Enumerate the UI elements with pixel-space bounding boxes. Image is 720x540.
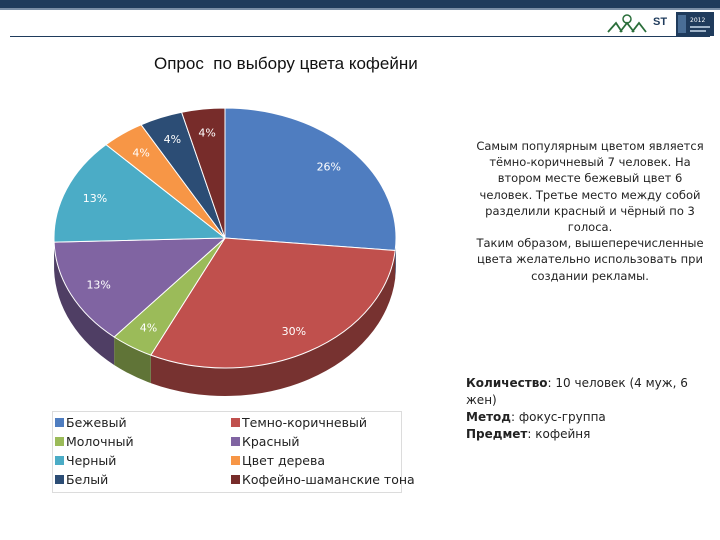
chart-legend: Бежевый Темно-коричневый Молочный Красны…	[52, 411, 415, 493]
info-value: : фокус-группа	[510, 410, 606, 424]
top-bar-accent	[0, 8, 720, 10]
page-title: Опрос по выбору цвета кофейни	[154, 54, 418, 73]
pie-slice-side	[114, 336, 151, 384]
partner-logo: 2012	[676, 12, 714, 36]
legend-item: Бежевый	[55, 414, 127, 432]
pie-slice-label: 4%	[198, 126, 215, 139]
pie-slice-side	[150, 250, 396, 396]
legend-item: Белый	[55, 471, 108, 489]
pie-slice-label: 4%	[164, 133, 181, 146]
legend-item: Красный	[231, 433, 300, 451]
legend-label: Цвет дерева	[242, 453, 326, 468]
legend-swatch	[55, 437, 64, 446]
brand-logo-icon	[607, 14, 647, 33]
description-paragraph-2: Таким образом, вышеперечисленные цвета ж…	[476, 236, 704, 283]
legend-label: Темно-коричневый	[242, 415, 367, 430]
info-key: Предмет	[466, 427, 528, 441]
description-text: Самым популярным цветом является тёмно-к…	[474, 138, 706, 284]
legend-label: Бежевый	[66, 415, 127, 430]
legend-swatch	[55, 418, 64, 427]
top-bar	[0, 0, 720, 8]
legend-label: Молочный	[66, 434, 134, 449]
legend-swatch	[231, 475, 240, 484]
pie-slice-label: 4%	[140, 321, 157, 334]
info-key: Количество	[466, 376, 548, 390]
pie-slice	[224, 107, 397, 252]
brand-text: ST	[653, 16, 668, 28]
info-row: Предмет: кофейня	[466, 426, 720, 443]
partner-logo-year: 2012	[690, 17, 705, 24]
pie-slice	[53, 237, 227, 338]
pie-slice-label: 13%	[83, 192, 107, 205]
legend-swatch	[231, 456, 240, 465]
legend-label: Кофейно-шаманские тона	[242, 472, 415, 487]
pie-slice-label: 4%	[132, 147, 149, 160]
legend-swatch	[231, 418, 240, 427]
pie-slice-label: 30%	[282, 325, 306, 338]
legend-item: Черный	[55, 452, 116, 470]
legend-swatch	[231, 437, 240, 446]
legend-label: Красный	[242, 434, 300, 449]
pie-slice-side	[54, 242, 115, 365]
info-key: Метод	[466, 410, 511, 424]
pie-slice-label: 13%	[86, 278, 110, 291]
legend-item: Кофейно-шаманские тона	[231, 471, 415, 489]
info-value: : кофейня	[527, 427, 591, 441]
pie-slice-label: 26%	[317, 160, 341, 173]
pie-slice	[150, 237, 396, 369]
description-paragraph-1: Самым популярным цветом является тёмно-к…	[476, 139, 704, 235]
info-row: Количество: 10 человек (4 муж, 6 жен)	[466, 375, 720, 409]
pie-slice	[180, 107, 226, 239]
pie-slice	[53, 143, 227, 243]
survey-info: Количество: 10 человек (4 муж, 6 жен) Ме…	[466, 375, 720, 443]
legend-swatch	[55, 456, 64, 465]
legend-label: Белый	[66, 472, 109, 487]
legend-item: Темно-коричневый	[231, 414, 367, 432]
info-row: Метод: фокус-группа	[466, 409, 720, 426]
info-value: : 10 человек (4 муж, 6 жен)	[466, 376, 688, 407]
legend-label: Черный	[66, 453, 117, 468]
legend-item: Цвет дерева	[231, 452, 325, 470]
legend-swatch	[55, 475, 64, 484]
header-divider	[10, 36, 710, 37]
legend-item: Молочный	[55, 433, 134, 451]
